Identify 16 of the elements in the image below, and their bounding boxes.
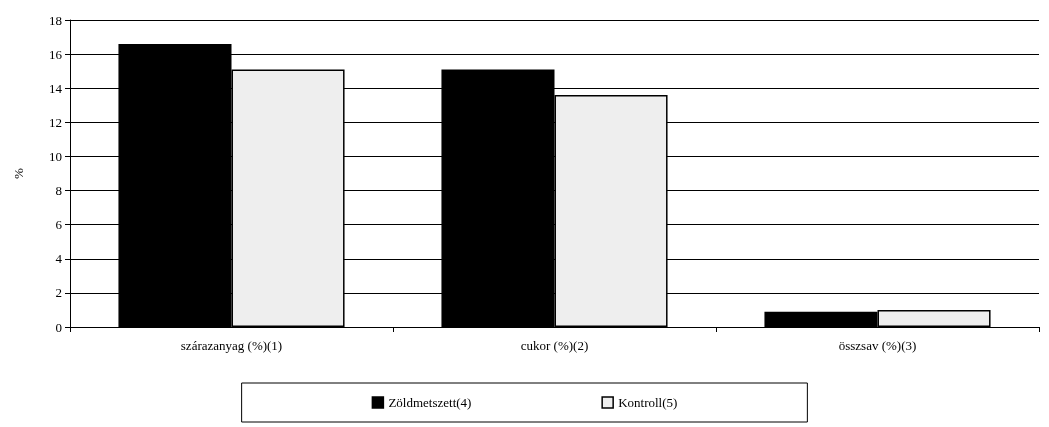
y-tick-label: 4 [55, 251, 63, 267]
legend-label: Kontroll(5) [618, 395, 678, 410]
y-tick-label: 8 [55, 183, 62, 199]
y-tick-label: 18 [49, 12, 62, 28]
y-tick-label: 10 [49, 148, 62, 164]
x-tick-label: összsav (%)(3) [838, 338, 917, 353]
y-tick-label: 2 [55, 285, 62, 301]
x-tick-label: szárazanyag (%)(1) [180, 338, 283, 353]
legend-label: Zöldmetszett(4) [388, 395, 472, 410]
y-tick-label: 14 [49, 80, 63, 96]
y-tick-label: 12 [49, 114, 62, 130]
x-tick-label: cukor (%)(2) [520, 338, 589, 353]
y-tick-label: 6 [55, 217, 63, 233]
y-tick-label: 0 [55, 319, 62, 335]
y-tick-label: 16 [49, 46, 63, 62]
y-axis-title: % [11, 167, 26, 179]
